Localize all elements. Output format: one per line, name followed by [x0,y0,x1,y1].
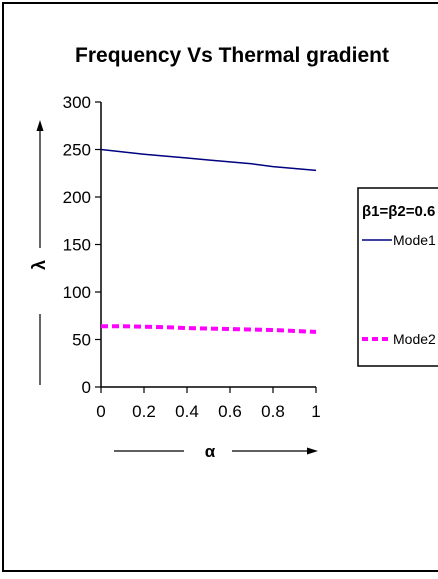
x-tick-label: 0.8 [261,402,285,421]
y-tick-label: 300 [63,93,91,112]
legend-mode2-label: Mode2 [393,331,436,347]
y-tick-label: 150 [63,236,91,255]
chart-title: Frequency Vs Thermal gradient [75,44,389,67]
chart-border [2,2,438,572]
series-line-mode2 [101,324,317,334]
y-axis-title: λ [29,260,49,270]
y-tick-label: 0 [82,378,91,397]
x-arrowhead-icon [307,447,318,455]
y-arrowhead-icon [36,120,44,131]
x-tick-label: 1 [311,402,320,421]
x-tick-label: 0.6 [218,402,242,421]
y-tick-label: 200 [63,188,91,207]
y-tick-label: 250 [63,141,91,160]
x-tick-label: 0 [96,402,105,421]
legend-mode1-label: Mode1 [393,232,436,248]
legend-title: β1=β2=0.6 [362,203,435,220]
axes-layer: 0 50 100 150 200 250 300 0 0.2 0.4 0.6 0.8 1 [63,93,321,421]
series-layer [100,148,317,334]
y-tick-label: 50 [72,331,91,350]
x-tick-label: 0.2 [132,402,156,421]
series-line-mode1 [100,148,317,172]
x-axis-title: α [205,442,216,461]
legend-box [357,187,438,367]
x-tick-label: 0.4 [175,402,199,421]
y-tick-label: 100 [63,283,91,302]
